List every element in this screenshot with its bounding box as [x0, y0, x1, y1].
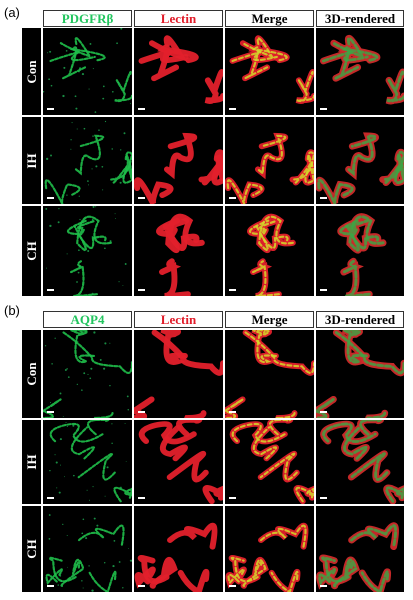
- column-header-a-4: 3D-rendered: [316, 10, 404, 27]
- row-label-b-con: Con: [22, 330, 41, 418]
- micrograph-a-r1-c1: [43, 28, 132, 115]
- column-header-b-4: 3D-rendered: [316, 311, 404, 328]
- micrograph-b-r3-c2: [134, 506, 223, 592]
- column-header-a-1: PDGFRβ: [43, 10, 132, 27]
- row-label-a-con: Con: [22, 28, 41, 115]
- micrograph-b-r3-c4: [316, 506, 404, 592]
- micrograph-a-r1-c2: [134, 28, 223, 115]
- row-label-a-ih: IH: [22, 117, 41, 204]
- column-header-b-1: AQP4: [43, 311, 132, 328]
- micrograph-a-r1-c4: [316, 28, 404, 115]
- scale-bar: [138, 108, 145, 110]
- micrograph-b-r1-c1: [43, 330, 132, 418]
- micrograph-a-r3-c3: [225, 206, 314, 296]
- micrograph-b-r1-c3: [225, 330, 314, 418]
- scale-bar: [138, 289, 145, 291]
- micrograph-b-r2-c3: [225, 420, 314, 504]
- micrograph-a-r2-c4: [316, 117, 404, 204]
- scale-bar: [320, 585, 327, 587]
- scale-bar: [229, 197, 236, 199]
- micrograph-a-r2-c1: [43, 117, 132, 204]
- micrograph-a-r2-c3: [225, 117, 314, 204]
- panel-label-a: (a): [4, 5, 20, 20]
- scale-bar: [47, 585, 54, 587]
- scale-bar: [229, 497, 236, 499]
- row-label-a-ch: CH: [22, 206, 41, 296]
- scale-bar: [320, 108, 327, 110]
- micrograph-b-r2-c1: [43, 420, 132, 504]
- micrograph-b-r1-c4: [316, 330, 404, 418]
- micrograph-a-r3-c2: [134, 206, 223, 296]
- scale-bar: [320, 411, 327, 413]
- scale-bar: [47, 411, 54, 413]
- micrograph-b-r2-c4: [316, 420, 404, 504]
- micrograph-a-r2-c2: [134, 117, 223, 204]
- scale-bar: [229, 289, 236, 291]
- column-header-b-2: Lectin: [134, 311, 223, 328]
- panel-label-b: (b): [4, 303, 20, 318]
- column-header-a-3: Merge: [225, 10, 314, 27]
- scale-bar: [47, 108, 54, 110]
- micrograph-a-r3-c1: [43, 206, 132, 296]
- scale-bar: [320, 289, 327, 291]
- row-label-b-ih: IH: [22, 420, 41, 504]
- scale-bar: [47, 197, 54, 199]
- scale-bar: [138, 411, 145, 413]
- scale-bar: [47, 497, 54, 499]
- micrograph-b-r3-c1: [43, 506, 132, 592]
- scale-bar: [320, 197, 327, 199]
- scale-bar: [138, 197, 145, 199]
- micrograph-a-r3-c4: [316, 206, 404, 296]
- row-label-b-ch: CH: [22, 506, 41, 592]
- scale-bar: [320, 497, 327, 499]
- scale-bar: [229, 585, 236, 587]
- micrograph-b-r2-c2: [134, 420, 223, 504]
- column-header-a-2: Lectin: [134, 10, 223, 27]
- micrograph-a-r1-c3: [225, 28, 314, 115]
- scale-bar: [138, 585, 145, 587]
- scale-bar: [229, 411, 236, 413]
- micrograph-b-r3-c3: [225, 506, 314, 592]
- scale-bar: [138, 497, 145, 499]
- micrograph-b-r1-c2: [134, 330, 223, 418]
- scale-bar: [47, 289, 54, 291]
- scale-bar: [229, 108, 236, 110]
- column-header-b-3: Merge: [225, 311, 314, 328]
